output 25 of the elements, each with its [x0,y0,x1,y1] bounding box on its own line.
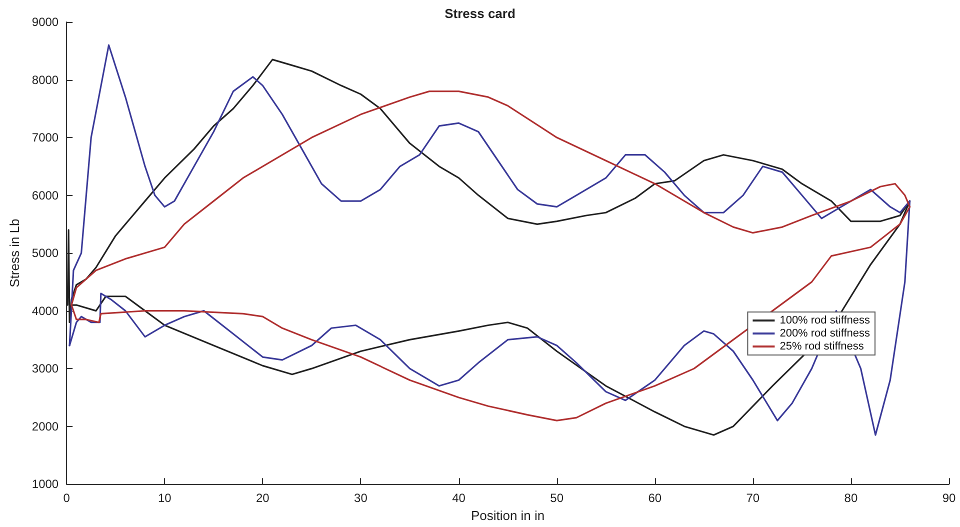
x-axis-title: Position in in [470,508,545,523]
y-tick-label: 3000 [32,362,59,376]
y-tick-label: 9000 [32,15,59,29]
y-axis-title: Stress in Lb [7,218,22,288]
legend-label: 25% rod stiffness [780,340,864,352]
y-tick-label: 5000 [32,246,59,260]
x-tick-label: 20 [256,491,270,506]
x-tick-label: 30 [354,491,368,506]
x-tick-label: 90 [942,491,956,506]
x-tick-label: 70 [746,491,760,506]
y-tick-label: 4000 [32,304,59,318]
y-tick-label: 1000 [32,477,59,492]
y-tick-label: 8000 [32,72,59,87]
y-tick-label: 2000 [32,419,59,434]
legend-label: 200% rod stiffness [780,328,870,340]
y-tick-label: 6000 [32,188,59,202]
legend-label: 100% rod stiffness [780,314,870,326]
x-tick-label: 10 [158,491,172,506]
y-tick-label: 7000 [32,130,59,145]
x-tick-label: 50 [550,491,564,506]
x-tick-label: 0 [63,491,70,506]
x-tick-label: 40 [452,491,466,506]
x-tick-label: 60 [648,491,662,506]
chart-title: Stress card [444,6,516,21]
x-tick-label: 80 [844,491,858,506]
